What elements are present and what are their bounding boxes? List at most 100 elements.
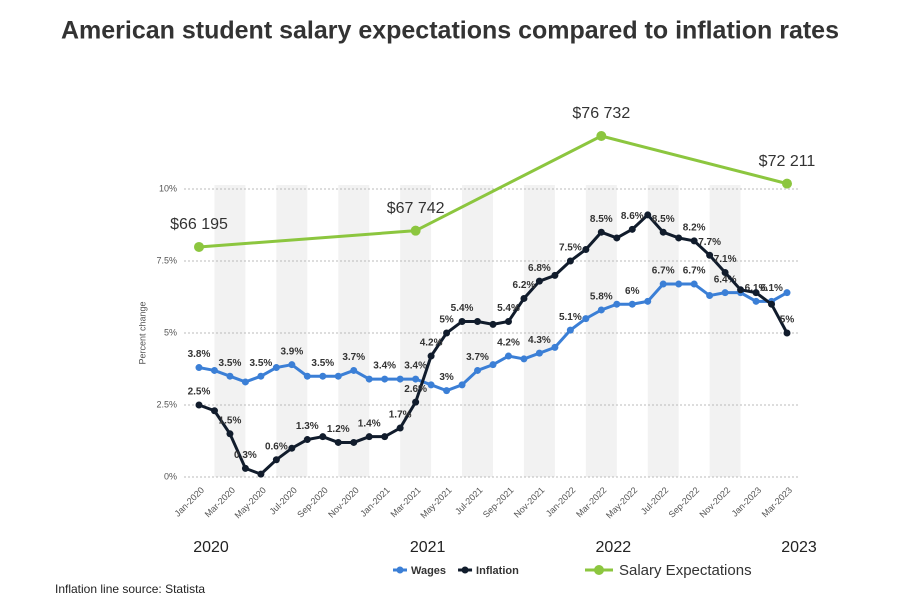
data-label: 1.7% xyxy=(389,410,412,421)
data-label: 1.3% xyxy=(296,421,319,432)
series-point xyxy=(381,433,389,441)
series-point xyxy=(582,245,590,253)
series-point xyxy=(381,375,389,383)
data-label: 4.2% xyxy=(497,338,520,349)
series-point xyxy=(551,343,559,351)
salary-point xyxy=(410,225,421,236)
x-tick-label: Nov-2020 xyxy=(326,485,361,520)
data-label: 1.4% xyxy=(358,418,381,429)
series-point xyxy=(489,361,497,369)
data-label: 2.5% xyxy=(188,387,211,398)
data-label: 3.4% xyxy=(404,361,427,372)
y-axis-label: Percent change xyxy=(137,301,147,364)
background-band xyxy=(709,185,741,477)
data-label: 3.9% xyxy=(280,346,303,357)
data-label: 5% xyxy=(439,315,454,326)
series-point xyxy=(241,464,249,472)
series-point xyxy=(783,289,791,297)
series-point xyxy=(768,300,776,308)
background-band xyxy=(462,185,493,477)
series-point xyxy=(427,352,435,360)
series-point xyxy=(752,297,760,305)
legend-label: Inflation xyxy=(476,565,519,577)
year-label: 2021 xyxy=(410,539,446,556)
data-label: 3.8% xyxy=(188,349,211,360)
x-tick-label: Jan-2021 xyxy=(358,485,392,519)
data-label: 8.5% xyxy=(590,214,613,225)
x-tick-label: Mar-2022 xyxy=(574,485,608,519)
series-point xyxy=(644,297,652,305)
series-point xyxy=(334,372,342,380)
x-tick-label: Jul-2021 xyxy=(453,485,484,516)
series-point xyxy=(474,366,482,374)
salary-label: $76 732 xyxy=(572,105,630,122)
data-label: 3.5% xyxy=(311,358,334,369)
x-tick-label: Mar-2021 xyxy=(388,485,422,519)
background-band xyxy=(276,185,308,477)
series-point xyxy=(288,444,296,452)
series-point xyxy=(566,326,574,334)
data-label: 6.7% xyxy=(652,266,675,277)
series-point xyxy=(427,381,435,389)
background-band xyxy=(523,185,555,477)
series-point xyxy=(675,280,683,288)
data-label: 6% xyxy=(625,286,640,297)
data-label: 2.6% xyxy=(404,384,427,395)
data-label: 1.5% xyxy=(219,415,242,426)
series-point xyxy=(535,277,543,285)
year-label: 2023 xyxy=(781,539,817,556)
data-label: 6.2% xyxy=(513,280,536,291)
data-label: 3.4% xyxy=(373,361,396,372)
series-point xyxy=(365,433,373,441)
series-point xyxy=(644,211,652,219)
y-tick-label: 10% xyxy=(159,183,177,193)
series-point xyxy=(597,306,605,314)
x-tick-label: May-2021 xyxy=(418,485,453,520)
x-tick-label: Sep-2021 xyxy=(481,485,516,520)
salary-label: $72 211 xyxy=(759,153,816,170)
data-label: 7.1% xyxy=(714,254,737,265)
data-label: 0.3% xyxy=(234,450,257,461)
data-label: 6.8% xyxy=(528,263,551,274)
data-label: 3.7% xyxy=(466,352,489,363)
legend-marker xyxy=(396,566,404,574)
series-point xyxy=(241,378,249,386)
series-point xyxy=(597,228,605,236)
salary-point xyxy=(596,131,607,142)
data-label: 6.1% xyxy=(745,283,768,294)
series-point xyxy=(566,257,574,265)
series-point xyxy=(303,372,311,380)
chart-title: American student salary expectations com… xyxy=(61,17,839,45)
x-tick-label: Jan-2020 xyxy=(172,485,206,519)
series-point xyxy=(489,320,497,328)
series-point xyxy=(396,424,404,432)
salary-label: $67 742 xyxy=(387,200,445,217)
series-point xyxy=(443,329,451,337)
series-point xyxy=(443,387,451,395)
x-tick-label: Nov-2021 xyxy=(512,485,547,520)
series-point xyxy=(257,470,265,478)
salary-label: $66 195 xyxy=(170,216,228,233)
data-label: 5% xyxy=(780,315,795,326)
data-label: 8.2% xyxy=(683,222,706,233)
data-label: 5.1% xyxy=(559,312,582,323)
series-point xyxy=(396,375,404,383)
x-tick-label: Nov-2022 xyxy=(698,485,733,520)
data-label: 3.5% xyxy=(249,358,272,369)
series-point xyxy=(520,355,528,363)
data-label: 5.8% xyxy=(590,292,613,303)
legend-marker xyxy=(461,566,469,574)
data-label: 5.4% xyxy=(451,303,474,314)
x-tick-label: May-2020 xyxy=(233,485,268,520)
data-label: 3% xyxy=(439,372,454,383)
series-point xyxy=(288,361,296,369)
data-label: 4.2% xyxy=(420,338,443,349)
series-point xyxy=(350,366,358,374)
x-tick-label: Sep-2022 xyxy=(667,485,702,520)
series-point xyxy=(412,375,420,383)
series-point xyxy=(737,286,745,294)
salary-point xyxy=(194,241,204,252)
series-point xyxy=(334,438,342,446)
salary-line xyxy=(198,134,788,249)
series-point xyxy=(226,372,234,380)
